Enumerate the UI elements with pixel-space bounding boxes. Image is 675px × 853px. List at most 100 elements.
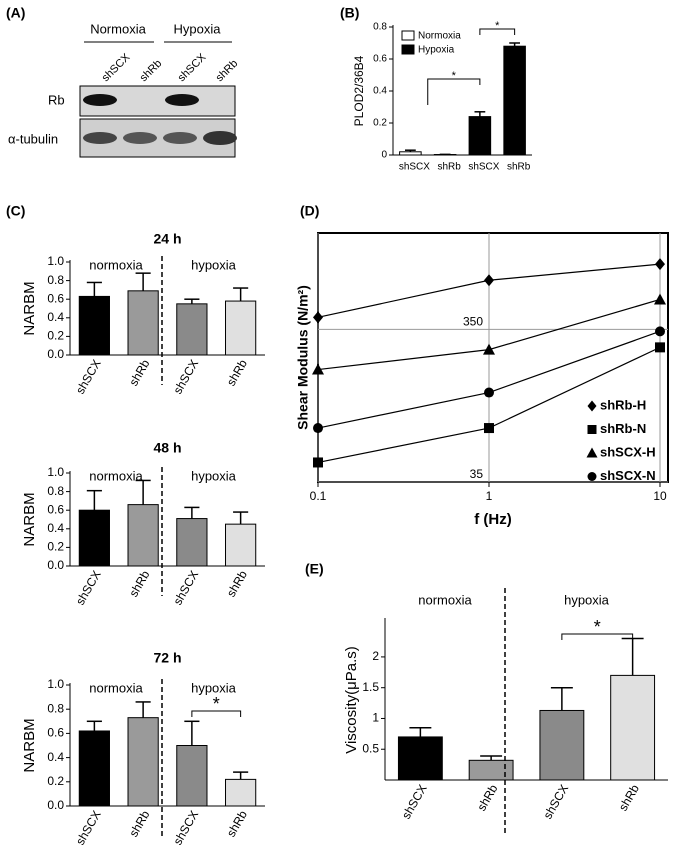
lane-label: shSCX [100, 51, 133, 84]
legend-label: shRb-H [600, 397, 646, 412]
row-label: α-tubulin [8, 131, 58, 146]
bar [78, 295, 110, 356]
legend-swatch [401, 44, 415, 55]
marker [484, 423, 494, 434]
x-tick-label: shRb [126, 808, 152, 840]
legend-marker [587, 425, 597, 434]
row-label: Rb [48, 92, 65, 107]
bar [127, 504, 159, 567]
legend-marker [587, 472, 597, 481]
legend-label: shSCX-N [600, 468, 656, 483]
y-tick-label: 0.4 [47, 750, 64, 764]
lane-label: shSCX [176, 51, 209, 84]
y-tick-label: 0.5 [362, 741, 379, 755]
bracket [561, 633, 634, 640]
y-tick-label: 1.0 [47, 677, 64, 691]
y-axis-label: NARBM [21, 492, 38, 546]
legend-label: Hypoxia [418, 45, 455, 56]
lane-label: shRb [214, 58, 241, 85]
x-axis-label: f (Hz) [474, 511, 512, 528]
bar [468, 759, 514, 781]
bar [78, 509, 110, 567]
x-tick-label: shRb [474, 782, 500, 814]
y-tick-label: 0.6 [47, 502, 64, 516]
annotation: * [495, 20, 500, 32]
y-axis-label: Shear Modulus (N/m²) [295, 285, 311, 430]
bar [225, 523, 257, 567]
group-label: hypoxia [564, 592, 610, 607]
y-tick-label: 0.4 [47, 521, 64, 535]
bar [225, 300, 257, 356]
chart-title: 48 h [153, 440, 181, 456]
marker [655, 342, 665, 353]
annotation: * [594, 617, 601, 637]
x-tick-label: shSCX [170, 357, 201, 396]
band [123, 132, 157, 144]
x-tick-label: shSCX [73, 357, 104, 396]
legend-marker [586, 447, 598, 458]
x-tick-label: shRb [126, 357, 152, 389]
x-tick-label: shSCX [73, 568, 104, 607]
bar [503, 45, 526, 156]
group-label: hypoxia [191, 257, 237, 272]
group-label: normoxia [89, 680, 143, 695]
chart-title: 72 h [153, 650, 181, 666]
bar [468, 116, 492, 156]
x-tick-label: 1 [486, 489, 493, 503]
bar [176, 518, 208, 567]
y-tick-label: 350 [463, 315, 483, 329]
lane-label: shRb [138, 58, 165, 85]
y-tick-label: 0.8 [373, 22, 387, 33]
panel-label: (C) [6, 203, 25, 219]
marker [313, 311, 323, 324]
x-tick-label: shRb [126, 568, 152, 600]
y-tick-label: 0.2 [47, 329, 64, 343]
band [83, 132, 117, 144]
panel-label: (A) [6, 5, 25, 21]
legend-swatch [401, 30, 415, 41]
x-tick-label: shRb [437, 162, 461, 173]
bar [225, 778, 257, 807]
x-tick-label: shSCX [399, 782, 430, 821]
y-tick-label: 2 [372, 649, 379, 663]
x-tick-label: shSCX [540, 782, 571, 821]
y-tick-label: 35 [470, 467, 484, 481]
band [163, 132, 197, 144]
y-axis-label: PLOD2/36B4 [352, 55, 366, 126]
group-label: hypoxia [191, 680, 237, 695]
y-tick-label: 0.0 [47, 558, 64, 572]
marker [313, 457, 323, 468]
bar [539, 709, 585, 781]
x-tick-label: shSCX [73, 808, 104, 847]
x-tick-label: shRb [616, 782, 642, 814]
y-tick-label: 0.4 [373, 86, 387, 97]
y-tick-label: 1 [372, 711, 379, 725]
x-tick-label: shSCX [170, 568, 201, 607]
bar [127, 717, 159, 807]
bar [176, 745, 208, 807]
y-axis-label: NARBM [21, 718, 38, 772]
band [203, 131, 237, 145]
chart-title: 24 h [153, 231, 181, 247]
y-tick-label: 0.4 [47, 310, 64, 324]
group-label: normoxia [418, 592, 472, 607]
x-tick-label: shSCX [170, 808, 201, 847]
y-tick-label: 0.2 [47, 540, 64, 554]
bar [78, 730, 110, 807]
group-label: hypoxia [191, 468, 237, 483]
legend-label: shRb-N [600, 421, 646, 436]
y-tick-label: 0.8 [47, 484, 64, 498]
bracket [427, 78, 481, 105]
legend-marker [587, 400, 597, 412]
marker [655, 258, 665, 271]
y-tick-label: 0.6 [47, 726, 64, 740]
band [165, 94, 199, 106]
bar [127, 290, 159, 356]
marker [312, 363, 324, 375]
bar [610, 674, 656, 781]
bar [176, 303, 208, 356]
panel-label: (B) [340, 5, 359, 21]
panel-label: (E) [305, 561, 324, 577]
x-tick-label: shRb [224, 357, 250, 389]
